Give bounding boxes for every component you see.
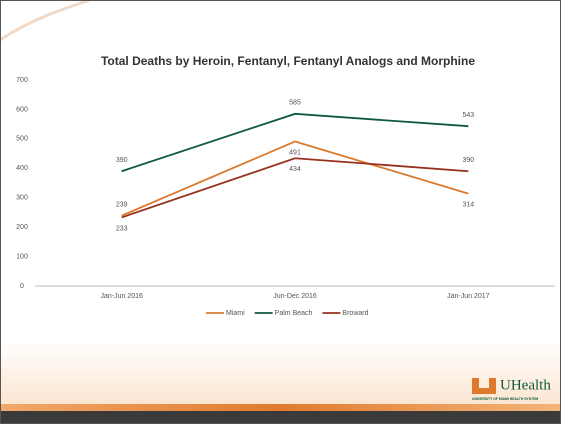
- series-line: [121, 157, 469, 219]
- x-tick-label: Jan-Jun 2016: [100, 293, 143, 300]
- logo: UHealth UNIVERSITY OF MIAMI HEALTH SYSTE…: [472, 377, 551, 401]
- x-tick-label: Jun-Dec 2016: [273, 293, 317, 300]
- logo-mark: [472, 378, 496, 394]
- legend-label: Miami: [226, 310, 245, 317]
- data-label: 314: [462, 201, 474, 208]
- series-line: [121, 140, 469, 217]
- data-label: 434: [289, 166, 301, 173]
- y-tick-label: 200: [16, 224, 28, 231]
- plot: 0 100 200 300 400 500 600 700 Jan-Jun 2016 Jun-De…: [16, 77, 555, 317]
- logo-subtitle: UNIVERSITY OF MIAMI HEALTH SYSTEM: [472, 397, 538, 401]
- series-line: [121, 112, 469, 173]
- data-label: 233: [116, 225, 128, 232]
- y-tick-label: 600: [16, 106, 28, 113]
- data-label: 585: [289, 100, 301, 107]
- y-tick-label: 300: [16, 195, 28, 202]
- decor: [0, 0, 91, 42]
- data-label: 390: [116, 157, 128, 164]
- bottom-fade: [0, 340, 561, 406]
- y-tick-label: 500: [16, 136, 28, 143]
- data-label: 491: [289, 149, 301, 156]
- data-label: 390: [462, 157, 474, 164]
- orange-strip: [0, 404, 561, 411]
- y-tick-label: 700: [16, 77, 28, 84]
- y-tick-label: 400: [16, 165, 28, 172]
- y-tick-label: 0: [20, 283, 24, 290]
- data-label: 239: [116, 202, 128, 209]
- logo-name: UHealth: [500, 377, 551, 393]
- y-tick-label: 100: [16, 253, 28, 260]
- data-label: 543: [462, 112, 474, 119]
- legend-label: Palm Beach: [275, 310, 313, 317]
- bottom-bar: [0, 411, 561, 424]
- x-tick-label: Jan-Jun 2017: [447, 293, 490, 300]
- chart-title: Total Deaths by Heroin, Fentanyl, Fentan…: [101, 54, 475, 68]
- legend-label: Broward: [342, 310, 368, 317]
